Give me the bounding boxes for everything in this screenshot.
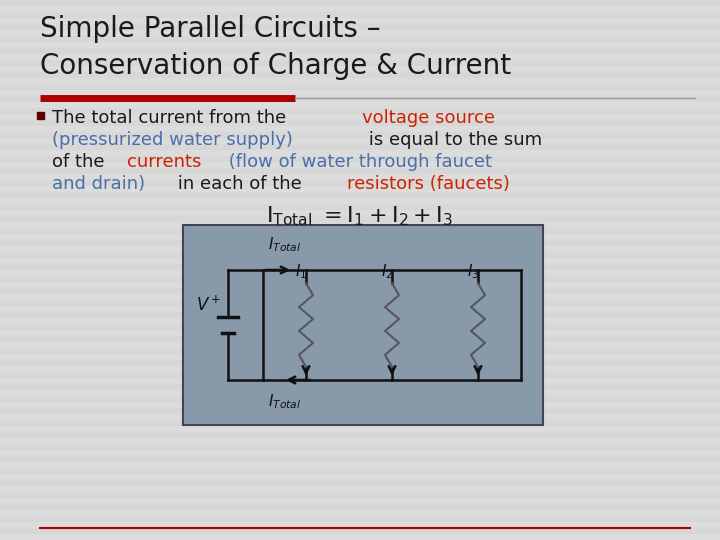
Text: $I_3$: $I_3$ xyxy=(467,262,480,281)
Bar xyxy=(0,504,720,510)
Bar xyxy=(0,312,720,318)
Text: (pressurized water supply): (pressurized water supply) xyxy=(52,131,293,149)
Bar xyxy=(0,384,720,390)
Text: $I_{Total}$: $I_{Total}$ xyxy=(268,392,301,411)
Text: $\mathregular{I_{Total}}$ $\mathregular{= I_1 + I_2 + I_3}$: $\mathregular{I_{Total}}$ $\mathregular{… xyxy=(266,204,454,227)
Bar xyxy=(0,324,720,330)
Bar xyxy=(0,120,720,126)
Bar xyxy=(0,72,720,78)
Bar xyxy=(0,60,720,66)
Bar xyxy=(0,24,720,30)
Text: (flow of water through faucet: (flow of water through faucet xyxy=(223,153,492,171)
Text: Conservation of Charge & Current: Conservation of Charge & Current xyxy=(40,52,511,80)
Text: $V^+$: $V^+$ xyxy=(196,295,221,315)
Bar xyxy=(0,348,720,354)
Bar xyxy=(0,288,720,294)
Bar xyxy=(0,300,720,306)
Bar xyxy=(0,156,720,162)
Bar xyxy=(183,225,543,425)
Bar xyxy=(0,12,720,18)
Bar xyxy=(0,132,720,138)
Bar xyxy=(0,432,720,438)
Bar xyxy=(0,408,720,414)
Bar xyxy=(0,168,720,174)
Text: is equal to the sum: is equal to the sum xyxy=(363,131,542,149)
Bar xyxy=(0,216,720,222)
Bar xyxy=(0,84,720,90)
Bar xyxy=(0,96,720,102)
Text: The total current from the: The total current from the xyxy=(52,109,292,127)
Text: Simple Parallel Circuits –: Simple Parallel Circuits – xyxy=(40,15,381,43)
Bar xyxy=(0,456,720,462)
Bar xyxy=(0,528,720,534)
Text: resistors (faucets): resistors (faucets) xyxy=(347,175,510,193)
Text: $I_1$: $I_1$ xyxy=(295,262,307,281)
Bar xyxy=(0,240,720,246)
Bar xyxy=(0,264,720,270)
Bar xyxy=(0,0,720,6)
Bar xyxy=(0,360,720,366)
Bar xyxy=(0,276,720,282)
Text: $I_2$: $I_2$ xyxy=(381,262,393,281)
Bar xyxy=(0,444,720,450)
Bar xyxy=(37,112,44,119)
Text: of the: of the xyxy=(52,153,110,171)
Bar xyxy=(0,468,720,474)
Bar xyxy=(0,204,720,210)
Bar xyxy=(0,144,720,150)
Bar xyxy=(0,516,720,522)
Bar xyxy=(0,480,720,486)
Bar xyxy=(0,108,720,114)
Bar xyxy=(0,396,720,402)
Text: $I_{Total}$: $I_{Total}$ xyxy=(268,235,301,254)
Bar xyxy=(0,252,720,258)
Text: voltage source: voltage source xyxy=(361,109,495,127)
Bar xyxy=(0,492,720,498)
Bar xyxy=(0,180,720,186)
Bar xyxy=(0,420,720,426)
Bar xyxy=(0,36,720,42)
Text: in each of the: in each of the xyxy=(172,175,307,193)
Bar xyxy=(0,372,720,378)
Bar xyxy=(0,48,720,54)
Text: and drain): and drain) xyxy=(52,175,145,193)
Bar xyxy=(0,192,720,198)
Text: currents: currents xyxy=(127,153,202,171)
Bar xyxy=(0,336,720,342)
Bar xyxy=(0,228,720,234)
